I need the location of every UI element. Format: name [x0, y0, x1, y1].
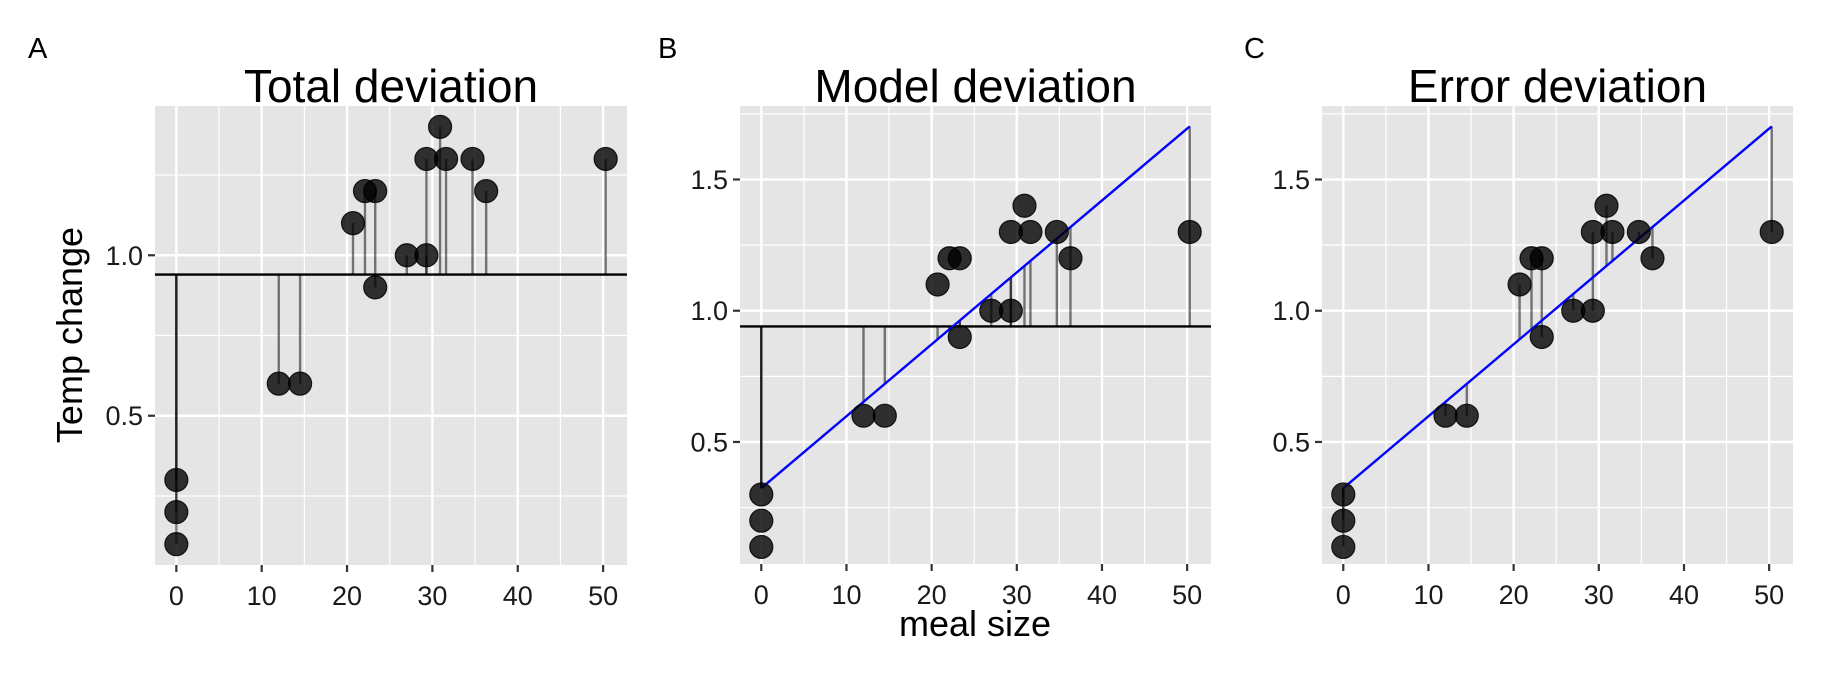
panel-tag: B — [658, 33, 677, 65]
data-point — [363, 275, 388, 300]
x-tick-label: 10 — [1413, 580, 1443, 610]
panel-c: 0 10 20 30 40 50 0.5 1.0 1.5 Error deviation C — [1244, 33, 1793, 610]
data-point — [363, 178, 388, 204]
panel-title: Model deviation — [814, 60, 1136, 112]
data-point — [1529, 324, 1554, 350]
panel-tag: C — [1244, 33, 1265, 65]
data-point — [998, 298, 1023, 323]
regression-line — [760, 125, 1191, 490]
data-points — [749, 193, 1202, 560]
data-point — [460, 146, 485, 172]
data-point — [1012, 193, 1037, 218]
data-point — [1044, 219, 1069, 245]
y-tick-label: 0.5 — [1272, 427, 1310, 457]
data-point — [947, 324, 972, 350]
panel-b: 0 10 20 30 40 50 0.5 1.0 1.5 Model deviation B — [658, 33, 1211, 610]
x-tick-label: 30 — [1584, 580, 1614, 610]
x-tick-label: 40 — [1669, 580, 1699, 610]
data-point — [433, 146, 459, 172]
x-tick-label: 20 — [917, 580, 947, 610]
data-point — [1433, 403, 1458, 428]
data-point — [1454, 403, 1479, 428]
x-axis-title: meal size — [899, 603, 1051, 644]
data-point — [593, 146, 618, 172]
x-tick-label: 0 — [169, 581, 184, 611]
data-point — [340, 211, 366, 236]
data-points — [1331, 193, 1784, 560]
data-point — [749, 482, 774, 507]
x-tick-label: 0 — [1336, 580, 1351, 610]
plot-background — [1322, 106, 1793, 564]
data-point — [1331, 534, 1356, 560]
data-point — [947, 246, 972, 271]
y-tick-label: 1.0 — [690, 296, 728, 326]
y-axis-title: Temp change — [49, 227, 90, 443]
data-points — [164, 114, 618, 557]
data-point — [1018, 219, 1043, 245]
x-tick-label: 30 — [1002, 580, 1032, 610]
data-point — [925, 272, 950, 297]
data-point — [1640, 246, 1665, 271]
y-tick-label: 0.5 — [105, 401, 143, 431]
data-point — [1580, 298, 1605, 323]
data-point — [1331, 508, 1356, 533]
data-point — [749, 534, 774, 560]
x-tick-label: 10 — [831, 580, 861, 610]
data-point — [1058, 246, 1083, 271]
data-point — [749, 508, 774, 533]
x-tick-label: 20 — [332, 581, 362, 611]
data-point — [1600, 219, 1625, 245]
data-point — [1626, 219, 1651, 245]
x-tick-label: 50 — [1754, 580, 1784, 610]
x-tick-label: 40 — [503, 581, 533, 611]
y-tick-label: 1.0 — [1272, 296, 1310, 326]
data-point — [266, 371, 291, 396]
data-point — [427, 114, 453, 139]
x-tick-label: 0 — [754, 580, 769, 610]
y-tick-label: 1.5 — [1272, 165, 1310, 195]
y-tick-label: 0.5 — [690, 427, 728, 457]
x-tick-label: 50 — [1172, 580, 1202, 610]
y-tick-label: 1.5 — [690, 165, 728, 195]
panel-title: Error deviation — [1408, 60, 1707, 112]
data-point — [1177, 219, 1202, 245]
panel-title: Total deviation — [244, 60, 538, 112]
data-point — [164, 467, 189, 493]
data-point — [851, 403, 876, 428]
data-point — [287, 371, 313, 396]
data-point — [1594, 193, 1619, 218]
x-tick-label: 40 — [1087, 580, 1117, 610]
x-tick-label: 50 — [588, 581, 618, 611]
data-point — [474, 178, 499, 204]
x-tick-label: 10 — [247, 581, 277, 611]
data-point — [1759, 219, 1784, 245]
data-point — [1529, 246, 1554, 271]
x-tick-label: 20 — [1499, 580, 1529, 610]
y-tick-label: 1.0 — [105, 241, 143, 271]
data-point — [1331, 482, 1356, 507]
panel-tag: A — [28, 33, 48, 65]
data-point — [1507, 272, 1532, 297]
x-tick-label: 30 — [417, 581, 447, 611]
data-point — [164, 499, 189, 525]
regression-line — [1342, 125, 1773, 490]
data-point — [164, 532, 189, 557]
plot-background — [740, 106, 1211, 564]
data-point — [872, 403, 897, 428]
panel-a: 0 10 20 30 40 50 0.5 1.0 Total deviation A — [28, 33, 627, 611]
data-point — [414, 243, 439, 268]
